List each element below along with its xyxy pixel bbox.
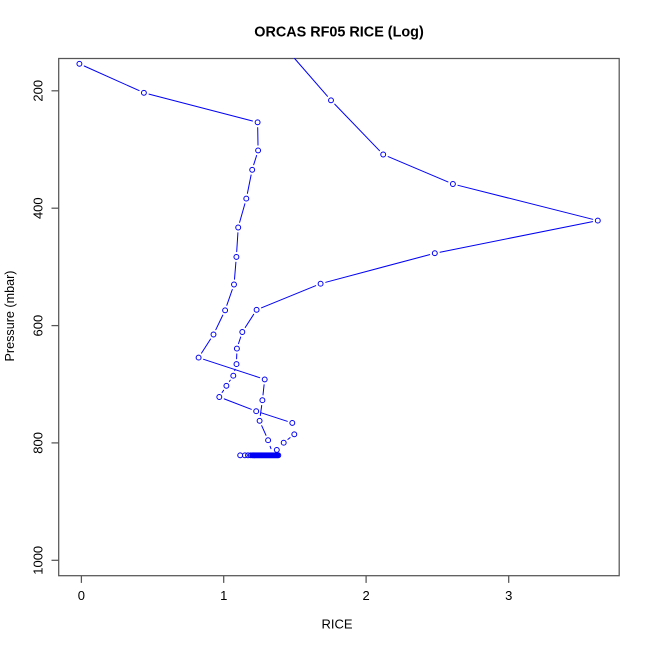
svg-text:Pressure (mbar): Pressure (mbar) [3, 271, 17, 362]
svg-text:0: 0 [78, 588, 85, 603]
svg-text:2: 2 [362, 588, 369, 603]
svg-text:200: 200 [31, 80, 46, 102]
svg-text:400: 400 [31, 197, 46, 219]
svg-text:1: 1 [220, 588, 227, 603]
svg-text:3: 3 [505, 588, 512, 603]
svg-text:600: 600 [31, 315, 46, 337]
svg-text:800: 800 [31, 432, 46, 454]
svg-text:1000: 1000 [31, 546, 46, 575]
svg-text:RICE: RICE [321, 617, 352, 632]
svg-text:ORCAS RF05 RICE (Log): ORCAS RF05 RICE (Log) [254, 25, 424, 41]
